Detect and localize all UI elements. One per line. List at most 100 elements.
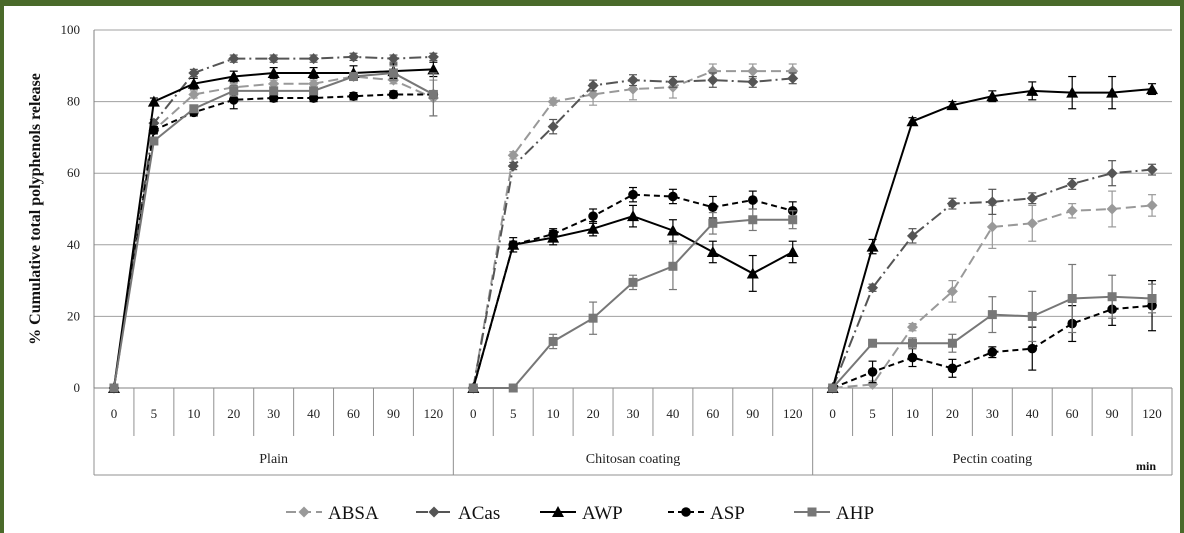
legend-label: ABSA [328,503,379,524]
data-point-marker [628,277,638,287]
data-point-marker [866,240,879,252]
y-tick-label: 100 [61,22,81,37]
data-point-marker [906,230,918,242]
x-tick-label: 30 [627,406,640,421]
legend-item-ahp: AHP [794,503,874,524]
legend-item-acas: ACas [416,503,500,524]
x-tick-label: 20 [227,406,240,421]
data-point-marker [1027,311,1037,321]
x-tick-label: 120 [424,406,444,421]
x-tick-label: 30 [267,406,280,421]
x-group-label: Chitosan coating [586,452,681,467]
series-line [112,75,434,389]
data-point-marker [552,506,564,517]
data-point-marker [786,245,799,257]
x-tick-label: 40 [666,406,679,421]
x-tick-label: 120 [1142,406,1162,421]
data-point-marker [587,88,599,100]
legend-label: ASP [710,503,745,524]
data-point-marker [868,338,878,348]
data-point-marker [587,222,600,234]
data-point-marker [1067,294,1077,303]
data-point-marker [427,51,439,63]
data-point-marker [708,202,718,213]
legend-label: AWP [582,503,623,524]
x-tick-label: 5 [151,406,158,421]
data-point-marker [1027,343,1038,354]
x-tick-label: 5 [510,406,517,421]
data-point-marker [468,383,478,393]
series-line [472,77,793,389]
data-point-marker [681,507,691,517]
y-tick-label: 0 [74,380,81,395]
data-point-marker [548,336,558,346]
data-point-marker [788,215,798,225]
data-point-marker [308,53,320,65]
data-point-marker [149,125,159,136]
data-point-marker [666,224,679,236]
data-point-marker [309,86,319,96]
x-tick-label: 40 [307,406,320,421]
y-tick-label: 20 [67,308,80,323]
data-point-marker [668,191,678,202]
data-point-marker [1066,86,1079,98]
x-tick-label: 0 [829,406,836,421]
data-point-marker [906,115,919,127]
data-point-marker [1026,192,1038,204]
data-point-marker [1066,178,1078,190]
data-point-marker [828,383,838,393]
series-ahp [109,65,1157,393]
x-tick-label: 60 [347,406,360,421]
series-asp [109,89,1157,393]
data-point-marker [747,65,759,77]
data-point-marker [188,88,200,100]
data-point-marker [308,93,319,103]
data-point-marker [986,90,999,102]
legend-item-absa: ABSA [286,503,379,524]
data-point-marker [1146,164,1158,176]
data-point-marker [1066,205,1078,217]
data-point-marker [748,215,758,225]
legend-label: AHP [836,503,874,524]
data-point-marker [507,149,519,161]
data-point-marker [707,65,719,77]
data-point-marker [1106,203,1118,215]
series-line [112,68,434,389]
data-point-marker [1106,86,1119,98]
data-point-marker [747,76,759,88]
data-point-marker [1106,167,1118,179]
data-point-marker [628,189,638,200]
data-point-marker [188,67,200,79]
series-line [472,70,793,389]
series-line [832,304,1153,389]
x-tick-label: 40 [1026,406,1039,421]
data-point-marker [627,83,639,95]
x-tick-label: 20 [946,406,959,421]
data-point-marker [428,506,440,518]
data-point-marker [109,383,119,393]
data-point-marker [986,196,998,208]
x-tick-label: 20 [587,406,600,421]
x-tick-label: 10 [906,406,919,421]
x-group-label: Pectin coating [952,452,1032,467]
data-point-marker [387,53,399,65]
y-tick-label: 80 [67,94,80,109]
data-point-marker [867,378,879,390]
data-point-marker [388,68,398,78]
data-point-marker [627,210,639,222]
data-point-marker [187,77,200,89]
data-point-marker [946,198,958,210]
data-point-marker [1147,294,1157,303]
series-line [472,193,793,389]
x-tick-label: 120 [783,406,803,421]
x-tick-label: 90 [1106,406,1119,421]
data-point-marker [707,74,719,86]
data-point-marker [986,221,998,233]
data-point-marker [229,86,239,96]
x-tick-label: 5 [869,406,876,421]
data-point-marker [706,245,719,257]
data-point-marker [867,367,878,377]
data-point-marker [508,240,519,250]
x-tick-label: 30 [986,406,999,421]
data-point-marker [946,285,958,297]
